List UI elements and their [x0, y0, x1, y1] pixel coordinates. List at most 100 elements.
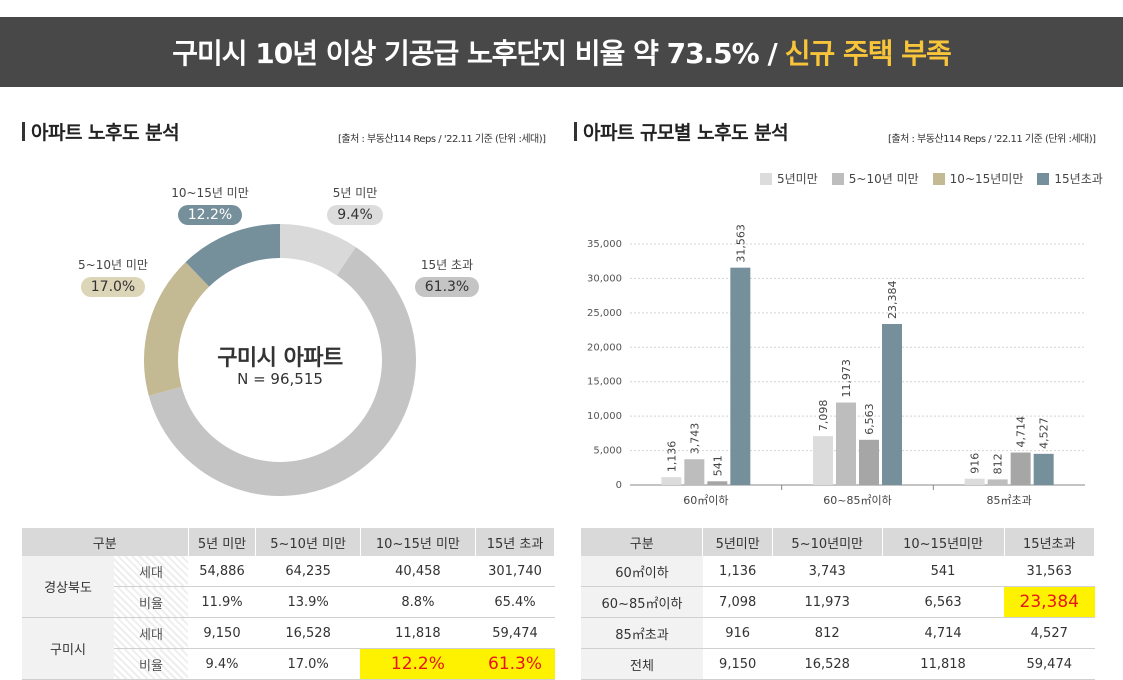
donut-center-title: 구미시 아파트 — [217, 346, 343, 371]
y-tick-label: 35,000 — [587, 239, 622, 250]
y-tick-label: 0 — [616, 480, 622, 491]
legend-swatch — [760, 172, 772, 185]
table-cell: 3,743 — [772, 556, 883, 587]
table-cell: 16,528 — [255, 617, 361, 649]
table-cell: 64,235 — [255, 556, 361, 587]
region-cell: 경상북도 — [22, 556, 114, 618]
left-section-title: 아파트 노후도 분석 — [22, 118, 180, 145]
bar — [987, 479, 1008, 485]
table-header-cell: 5년 미만 — [188, 528, 257, 556]
table-row: 구미시 세대 9,150 16,528 11,818 59,474 — [22, 617, 555, 680]
slice-label-text: 5년 미만 — [332, 186, 378, 200]
table-header-cell: 15년 초과 — [475, 528, 555, 556]
slice-label-5to10yr: 5~10년 미만 17.0% — [58, 256, 168, 297]
legend-label: 15년초과 — [1054, 172, 1103, 186]
table-row: 60㎡이하 1,136 3,743 541 31,563 — [581, 556, 1095, 587]
donut-slice — [280, 224, 356, 276]
y-tick-label: 25,000 — [587, 308, 622, 319]
highlight-cell: 23,384 — [1004, 586, 1095, 618]
table-header-cell: 15년초과 — [1004, 528, 1095, 556]
left-source-note: [출처 : 부동산114 Reps / '22.11 기준 (단위 :세대)] — [338, 134, 546, 145]
bar-value-label: 7,098 — [817, 400, 830, 432]
y-tick-label: 30,000 — [587, 273, 622, 284]
bar-value-label: 1,136 — [665, 441, 678, 473]
highlight-cell: 61.3% — [475, 648, 555, 680]
table-cell: 301,740 — [475, 556, 555, 587]
legend-item: 5~10년 미만 — [831, 170, 919, 187]
bar — [964, 478, 985, 485]
row-type-cell: 비율 — [114, 586, 188, 618]
legend-item: 5년미만 — [760, 170, 818, 187]
row-label-cell: 60㎡이하 — [581, 556, 703, 587]
table-cell: 17.0% — [255, 648, 361, 680]
x-tick-label: 85㎡초과 — [987, 494, 1032, 507]
table-cell: 6,563 — [882, 586, 1004, 618]
table-cell: 541 — [882, 556, 1004, 587]
table-header-cell: 5년미만 — [702, 528, 773, 556]
bar-value-label: 6,563 — [863, 403, 876, 435]
table-cell: 11,818 — [360, 617, 476, 649]
table-cell: 9,150 — [702, 648, 773, 680]
table-cell: 59,474 — [475, 617, 555, 649]
y-tick-label: 5,000 — [593, 446, 622, 457]
table-cell: 916 — [702, 617, 773, 649]
table-header-cell: 구분 — [581, 528, 704, 556]
table-cell: 11.9% — [188, 586, 256, 618]
table-cell: 59,474 — [1004, 648, 1095, 680]
table-cell: 1,136 — [702, 556, 773, 587]
table-cell: 4,714 — [882, 617, 1004, 649]
bar — [859, 439, 879, 485]
region-cell: 구미시 — [22, 617, 114, 680]
right-section-title: 아파트 규모별 노후도 분석 — [574, 118, 789, 145]
donut-slice — [185, 224, 280, 287]
bar-value-label: 11,973 — [840, 359, 853, 398]
legend-label: 5년미만 — [777, 172, 818, 186]
bar-chart: 0 5,000 10,000 15,000 20,000 25,000 30,000 35,0… — [587, 224, 1085, 507]
table-cell: 31,563 — [1004, 556, 1095, 587]
table-header-cell: 10~15년미만 — [882, 528, 1005, 556]
bar — [707, 481, 728, 485]
table-row: 경상북도 세대 54,886 64,235 40,458 301,740 — [22, 556, 555, 618]
bar-value-label: 4,714 — [1015, 416, 1028, 448]
row-label-cell: 60~85㎡이하 — [581, 586, 703, 618]
table-header-cell: 구분 — [22, 528, 189, 556]
bar — [661, 477, 682, 485]
table-cell: 9.4% — [188, 648, 256, 680]
table-cell: 13.9% — [255, 586, 361, 618]
bar — [684, 459, 705, 485]
table-cell: 11,818 — [882, 648, 1004, 680]
slice-label-10to15yr: 10~15년 미만 12.2% — [155, 184, 265, 225]
legend-label: 5~10년 미만 — [848, 172, 919, 186]
bar — [882, 323, 902, 485]
table-header-row: 구분 5년 미만 5~10년 미만 10~15년 미만 15년 초과 — [22, 528, 555, 556]
x-tick-label: 60㎡이하 — [683, 493, 728, 507]
bar — [813, 436, 833, 485]
y-tick-label: 10,000 — [587, 411, 622, 422]
table-cell: 65.4% — [475, 586, 555, 618]
table-row: 85㎡초과 916 812 4,714 4,527 — [581, 617, 1095, 649]
table-row: 60~85㎡이하 7,098 11,973 6,563 23,384 — [581, 586, 1095, 618]
table-header-row: 구분 5년미만 5~10년미만 10~15년미만 15년초과 — [581, 528, 1095, 556]
row-type-cell: 비율 — [114, 648, 188, 680]
legend-swatch — [1037, 172, 1050, 185]
slice-value-pill: 61.3% — [414, 277, 480, 297]
table-row: 전체 9,150 16,528 11,818 59,474 — [581, 648, 1095, 680]
bar — [730, 267, 751, 485]
section-bar-icon — [22, 122, 25, 141]
row-type-cell: 세대 — [114, 617, 188, 649]
bar — [836, 402, 856, 485]
row-label-cell: 전체 — [581, 648, 703, 680]
size-age-table: 구분 5년미만 5~10년미만 10~15년미만 15년초과 60㎡이하 1,1… — [581, 528, 1095, 680]
slice-label-text: 5~10년 미만 — [78, 258, 148, 272]
table-cell: 4,527 — [1004, 617, 1095, 649]
bar-chart-legend: 5년미만 5~10년 미만 10~15년미만 15년초과 — [760, 170, 1103, 187]
section-bar-icon — [574, 122, 577, 141]
left-section-title-text: 아파트 노후도 분석 — [31, 122, 180, 144]
slice-value-pill: 12.2% — [177, 205, 243, 225]
y-tick-label: 20,000 — [587, 342, 622, 353]
table-header-cell: 10~15년 미만 — [360, 528, 477, 556]
highlight-cell: 12.2% — [360, 648, 476, 680]
table-cell: 54,886 — [188, 556, 256, 587]
table-cell: 9,150 — [188, 617, 256, 649]
slice-value-pill: 9.4% — [327, 205, 383, 225]
